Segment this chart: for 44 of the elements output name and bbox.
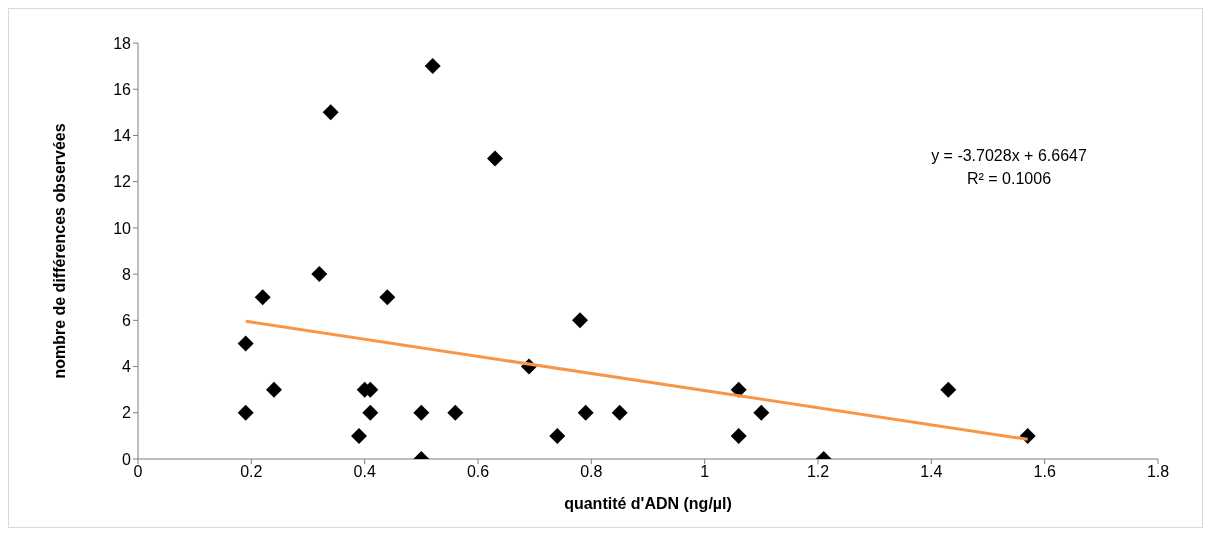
x-tick-label: 1 (700, 463, 710, 481)
x-tick-label: 1.6 (1033, 463, 1056, 481)
point (424, 58, 441, 75)
point (940, 381, 957, 398)
x-tick-label: 0.6 (466, 463, 490, 481)
point (362, 404, 379, 421)
point (447, 404, 464, 421)
point (753, 404, 770, 421)
point (237, 404, 254, 421)
point (730, 427, 747, 444)
x-axis-title: quantité d'ADN (ng/µl) (564, 495, 732, 512)
point (549, 427, 566, 444)
point (577, 404, 594, 421)
point (572, 312, 588, 329)
y-tick-label: 10 (113, 219, 132, 237)
y-tick-label: 12 (113, 173, 132, 191)
y-tick-label: 8 (122, 265, 132, 283)
point (487, 150, 503, 167)
y-tick-label: 16 (113, 80, 132, 98)
y-tick-label: 18 (113, 34, 132, 52)
y-tick-label: 4 (122, 358, 132, 376)
x-tick-label: 0.2 (240, 463, 263, 481)
x-tick-label: 0 (133, 463, 143, 481)
y-tick-label: 14 (113, 127, 132, 145)
x-tick-label: 0.8 (580, 463, 603, 481)
y-tick-label: 2 (122, 404, 132, 422)
y-tick-label: 6 (122, 312, 132, 330)
point (379, 289, 396, 306)
annotation: y = -3.7028x + 6.6647 (930, 146, 1088, 166)
y-tick-label: 0 (122, 450, 132, 468)
point (311, 266, 328, 283)
point (266, 381, 282, 398)
point (611, 404, 628, 421)
point (254, 289, 271, 306)
y-axis-title: nombre de différences observées (50, 123, 68, 379)
x-tick-label: 1.4 (920, 463, 943, 481)
point (237, 335, 254, 352)
x-tick-label: 1.2 (806, 463, 830, 481)
point (413, 404, 430, 421)
x-tick-label: 0.4 (353, 463, 376, 481)
point (351, 427, 367, 444)
x-tick-label: 1.8 (1146, 463, 1170, 481)
annotation: R² = 0.1006 (965, 169, 1053, 189)
point (322, 104, 339, 121)
